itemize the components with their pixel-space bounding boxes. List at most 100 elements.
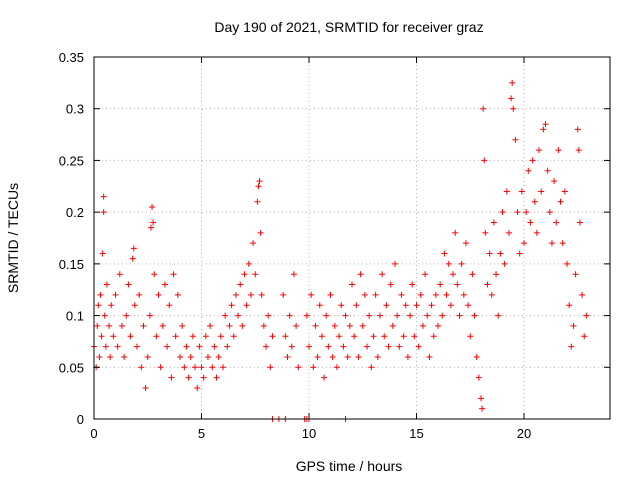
data-point [331,322,338,329]
data-point [394,312,401,319]
data-point [568,343,575,350]
data-point [387,281,394,288]
data-point [174,291,181,298]
data-point [411,333,418,340]
data-point [458,260,465,267]
data-point [106,322,113,329]
data-point [138,364,145,371]
data-point [237,281,244,288]
grid-lines [94,57,610,419]
data-point [123,312,130,319]
data-point [479,405,486,412]
data-point [495,312,502,319]
data-point [286,312,293,319]
data-point [96,353,103,360]
data-point [295,364,302,371]
data-point [103,281,110,288]
data-point [134,343,140,350]
data-point [101,312,108,319]
data-point [149,203,156,210]
chart-title: Day 190 of 2021, SRMTID for receiver gra… [214,19,483,35]
data-point [529,157,536,164]
data-point [419,322,426,329]
data-point [516,250,523,257]
data-point [540,126,547,133]
data-point [379,271,386,278]
data-point [118,322,125,329]
data-point [389,322,396,329]
data-point [151,271,158,278]
data-point [445,260,452,267]
data-point [129,255,136,262]
data-point [349,281,355,288]
data-point [486,250,493,257]
data-point [202,333,209,340]
data-point [161,281,168,288]
data-point [505,229,512,236]
data-point [252,271,259,278]
data-point [316,302,323,309]
data-point [385,343,392,350]
data-point [484,281,491,288]
data-point [293,322,300,329]
data-point [508,95,515,102]
data-point [102,343,109,350]
data-point [194,384,201,391]
data-point [514,209,521,216]
y-tick-label: 0.2 [66,205,84,220]
data-point [426,353,433,360]
data-point [336,333,343,340]
data-point [583,312,590,319]
y-tick-label: 0 [77,412,84,427]
data-point [340,343,347,350]
data-point [338,302,345,309]
data-point [342,312,349,319]
data-point [200,374,207,381]
data-point [318,333,325,340]
data-point [147,224,154,231]
x-tick-label: 10 [302,426,316,441]
data-point [110,333,117,340]
x-tick-label: 0 [90,426,97,441]
data-point [437,281,444,288]
data-point [136,291,143,298]
data-point [481,157,488,164]
data-point [355,353,362,360]
data-point [501,260,508,267]
x-axis-label: GPS time / hours [296,458,403,474]
data-point [544,167,551,174]
data-point [447,302,454,309]
data-point [482,229,489,236]
data-point [370,333,377,340]
data-point [510,105,517,112]
data-point [290,271,297,278]
data-point [321,374,328,381]
data-point [282,333,289,340]
data-point [303,312,310,319]
data-point [159,322,166,329]
data-point [250,240,257,247]
data-point [512,136,519,143]
data-point [239,322,246,329]
y-tick-label: 0.3 [66,102,84,117]
data-point [116,271,123,278]
data-point [493,271,500,278]
data-point [413,302,420,309]
data-point [536,147,543,154]
data-point [98,333,105,340]
data-point [353,302,360,309]
data-point [462,240,469,247]
data-point [247,291,254,298]
data-point [155,291,162,298]
data-point [127,333,134,340]
data-point [576,219,583,226]
data-point [553,219,560,226]
data-point [546,209,553,216]
data-point [323,312,330,319]
data-point [396,343,403,350]
data-point [465,302,472,309]
data-point [263,343,269,350]
data-point [100,193,107,200]
x-tick-label: 15 [409,426,423,441]
y-tick-label: 0.1 [66,309,84,324]
